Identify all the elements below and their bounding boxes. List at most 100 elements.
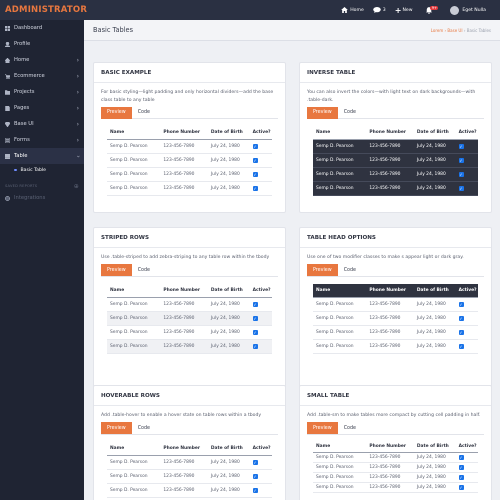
active-checkbox[interactable]: ✓: [458, 301, 464, 307]
table-row[interactable]: Semp D. Pearson 123-456-7890 July 24, 1980…: [313, 340, 478, 354]
column-header: Active?: [458, 130, 477, 135]
table-row[interactable]: Semp D. Pearson 123-456-7890 July 24, 1980…: [107, 140, 272, 154]
table-row[interactable]: Semp D. Pearson 123-456-7890 July 24, 1980…: [107, 298, 272, 312]
active-checkbox[interactable]: ✓: [252, 158, 258, 163]
new-link[interactable]: + New: [395, 6, 413, 15]
table-row[interactable]: Semp D. Pearson 123-456-7890 July 24, 1980…: [107, 182, 272, 196]
table-header-row: Name Phone Number Date of Birth Active?: [313, 126, 478, 140]
active-checkbox[interactable]: ✓: [252, 186, 258, 191]
active-checkbox[interactable]: ✓: [458, 474, 464, 480]
top-bar: ADMINISTRATOR Home 3 + New 9+ Eget Nulla: [0, 0, 500, 20]
table-row[interactable]: Semp D. Pearson 123-456-7890 July 24, 1980…: [313, 473, 478, 483]
sidebar-item-forms[interactable]: Forms ›: [0, 132, 84, 148]
active-checkbox[interactable]: ✓: [458, 343, 464, 349]
tab-code[interactable]: Code: [343, 425, 356, 431]
table-row[interactable]: Semp D. Pearson 123-456-7890 July 24, 1980…: [107, 326, 272, 340]
tab-code[interactable]: Code: [137, 425, 150, 431]
messages-link[interactable]: 3: [373, 7, 386, 13]
forms-icon: [5, 137, 10, 143]
tab-preview[interactable]: Preview: [101, 264, 132, 276]
table-row[interactable]: Semp D. Pearson 123-456-7890 July 24, 1980…: [313, 182, 478, 196]
table-row[interactable]: Semp D. Pearson 123-456-7890 July 24, 1980…: [107, 168, 272, 182]
column-header: Name: [110, 445, 125, 451]
table-row[interactable]: Semp D. Pearson 123-456-7890 July 24, 1980…: [313, 326, 478, 340]
active-checkbox[interactable]: ✓: [458, 454, 464, 460]
active-checkbox[interactable]: ✓: [252, 144, 258, 149]
table-cell: 123-456-7890: [163, 301, 195, 307]
sidebar-item-label: Base UI: [14, 121, 34, 127]
active-checkbox[interactable]: ✓: [458, 464, 464, 470]
table-cell: Semp D. Pearson: [110, 144, 148, 149]
table-row[interactable]: Semp D. Pearson 123-456-7890 July 24, 1980…: [107, 339, 272, 354]
card-tabs: Preview Code: [101, 106, 278, 119]
tab-code[interactable]: Code: [343, 110, 356, 115]
active-checkbox[interactable]: ✓: [458, 144, 464, 149]
active-cell: ✓: [458, 464, 478, 470]
breadcrumb-item[interactable]: Lorem: [430, 27, 444, 33]
active-checkbox[interactable]: ✓: [252, 172, 258, 177]
table-row[interactable]: Semp D. Pearson 123-456-7890 July 24, 1980…: [313, 168, 478, 182]
table-row[interactable]: Semp D. Pearson 123-456-7890 July 24, 1980…: [313, 140, 478, 154]
active-checkbox[interactable]: ✓: [252, 329, 258, 335]
table-row[interactable]: Semp D. Pearson 123-456-7890 July 24, 1980…: [107, 470, 272, 484]
sidebar-item-integrations[interactable]: Integrations: [0, 192, 84, 204]
table-cell: 123-456-7890: [163, 172, 195, 177]
active-checkbox[interactable]: ✓: [458, 315, 464, 321]
breadcrumb-item[interactable]: Base UI: [447, 27, 463, 33]
home-link[interactable]: Home: [341, 7, 364, 13]
table-cell: 123-456-7890: [163, 329, 195, 335]
active-checkbox[interactable]: ✓: [252, 473, 258, 479]
active-checkbox[interactable]: ✓: [252, 487, 258, 493]
add-report-icon[interactable]: ⊕: [73, 182, 79, 190]
tab-code[interactable]: Code: [343, 267, 356, 273]
table-row[interactable]: Semp D. Pearson 123-456-7890 July 24, 1980…: [313, 453, 478, 463]
sidebar-item-base-ui[interactable]: Base UI ›: [0, 116, 84, 132]
notifications-button[interactable]: 9+: [426, 5, 439, 14]
active-checkbox[interactable]: ✓: [252, 343, 258, 349]
table-row[interactable]: Semp D. Pearson 123-456-7890 July 24, 1980…: [313, 312, 478, 326]
tab-preview[interactable]: Preview: [307, 264, 338, 276]
table-row[interactable]: Semp D. Pearson 123-456-7890 July 24, 1980…: [313, 298, 478, 312]
column-header: Active?: [252, 287, 271, 293]
table-row[interactable]: Semp D. Pearson 123-456-7890 July 24, 1980…: [313, 463, 478, 473]
tab-code[interactable]: Code: [137, 267, 150, 273]
active-checkbox[interactable]: ✓: [458, 172, 464, 177]
sidebar-subitem-basic-table[interactable]: Basic Table: [0, 164, 84, 176]
active-checkbox[interactable]: ✓: [458, 186, 464, 191]
tab-code[interactable]: Code: [137, 110, 150, 115]
home-icon: [341, 7, 349, 13]
card-body: You can also invert the colors—with ligh…: [300, 83, 491, 202]
tab-preview[interactable]: Preview: [307, 106, 338, 119]
table-row[interactable]: Semp D. Pearson 123-456-7890 July 24, 1980…: [313, 483, 478, 493]
active-cell: ✓: [252, 473, 272, 479]
card-tabs: Preview Code: [307, 422, 484, 435]
sidebar-item-pages[interactable]: Pages ›: [0, 100, 84, 116]
table-row[interactable]: Semp D. Pearson 123-456-7890 July 24, 1980…: [107, 311, 272, 326]
card-striped-rows: STRIPED ROWS Use .table-striped to add ze…: [93, 227, 286, 391]
tab-preview[interactable]: Preview: [101, 106, 132, 119]
table-cell: 123-456-7890: [369, 484, 401, 490]
sidebar-item-home[interactable]: Home ›: [0, 52, 84, 68]
sidebar-item-ecommerce[interactable]: Ecommerce ›: [0, 68, 84, 84]
table-row[interactable]: Semp D. Pearson 123-456-7890 July 24, 1980…: [107, 484, 272, 498]
active-checkbox[interactable]: ✓: [252, 459, 258, 465]
active-checkbox[interactable]: ✓: [458, 329, 464, 335]
active-checkbox[interactable]: ✓: [458, 484, 464, 490]
active-checkbox[interactable]: ✓: [458, 158, 464, 163]
table-row[interactable]: Semp D. Pearson 123-456-7890 July 24, 1980…: [313, 154, 478, 168]
user-menu[interactable]: Eget Nulla: [450, 5, 486, 15]
active-cell: ✓: [458, 158, 478, 163]
table-row[interactable]: Semp D. Pearson 123-456-7890 July 24, 1980…: [107, 154, 272, 168]
brand-logo[interactable]: ADMINISTRATOR: [5, 5, 88, 15]
active-checkbox[interactable]: ✓: [252, 301, 258, 307]
active-checkbox[interactable]: ✓: [252, 315, 258, 321]
sidebar-item-table[interactable]: Table ›: [0, 148, 84, 164]
sidebar-item-profile[interactable]: Profile: [0, 36, 84, 52]
sidebar-item-projects[interactable]: Projects ›: [0, 84, 84, 100]
tab-preview[interactable]: Preview: [307, 422, 338, 434]
table-row[interactable]: Semp D. Pearson 123-456-7890 July 24, 1980…: [107, 456, 272, 470]
avatar: [450, 5, 460, 15]
tab-preview[interactable]: Preview: [101, 422, 132, 434]
sidebar-item-dashboard[interactable]: Dashboard: [0, 20, 84, 36]
card-hoverable-rows: HOVERABLE ROWS Add .table-hover to enable…: [93, 385, 286, 500]
